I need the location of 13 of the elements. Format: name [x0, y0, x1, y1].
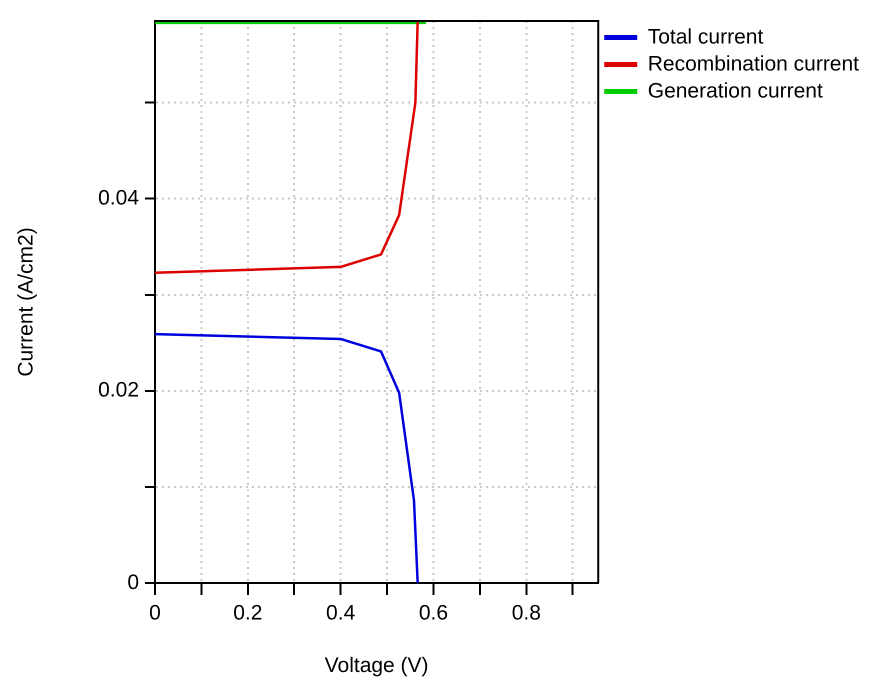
- y-axis-title: Current (A/cm2): [14, 227, 38, 377]
- y-tick-label: 0.02: [98, 378, 139, 402]
- legend-label: Recombination current: [648, 52, 860, 76]
- x-tick-label: 0.6: [418, 601, 448, 624]
- y-tick-label: 0.04: [98, 186, 140, 210]
- x-tick-label: 0.4: [326, 601, 356, 624]
- legend-label: Total current: [648, 25, 764, 48]
- x-tick-label: 0.8: [512, 601, 541, 624]
- x-tick-label: 0: [149, 601, 161, 624]
- legend-label: Generation current: [648, 79, 823, 102]
- x-axis-title: Voltage (V): [324, 654, 429, 678]
- x-tick-label: 0.2: [233, 601, 262, 624]
- y-tick-label: 0: [127, 570, 139, 594]
